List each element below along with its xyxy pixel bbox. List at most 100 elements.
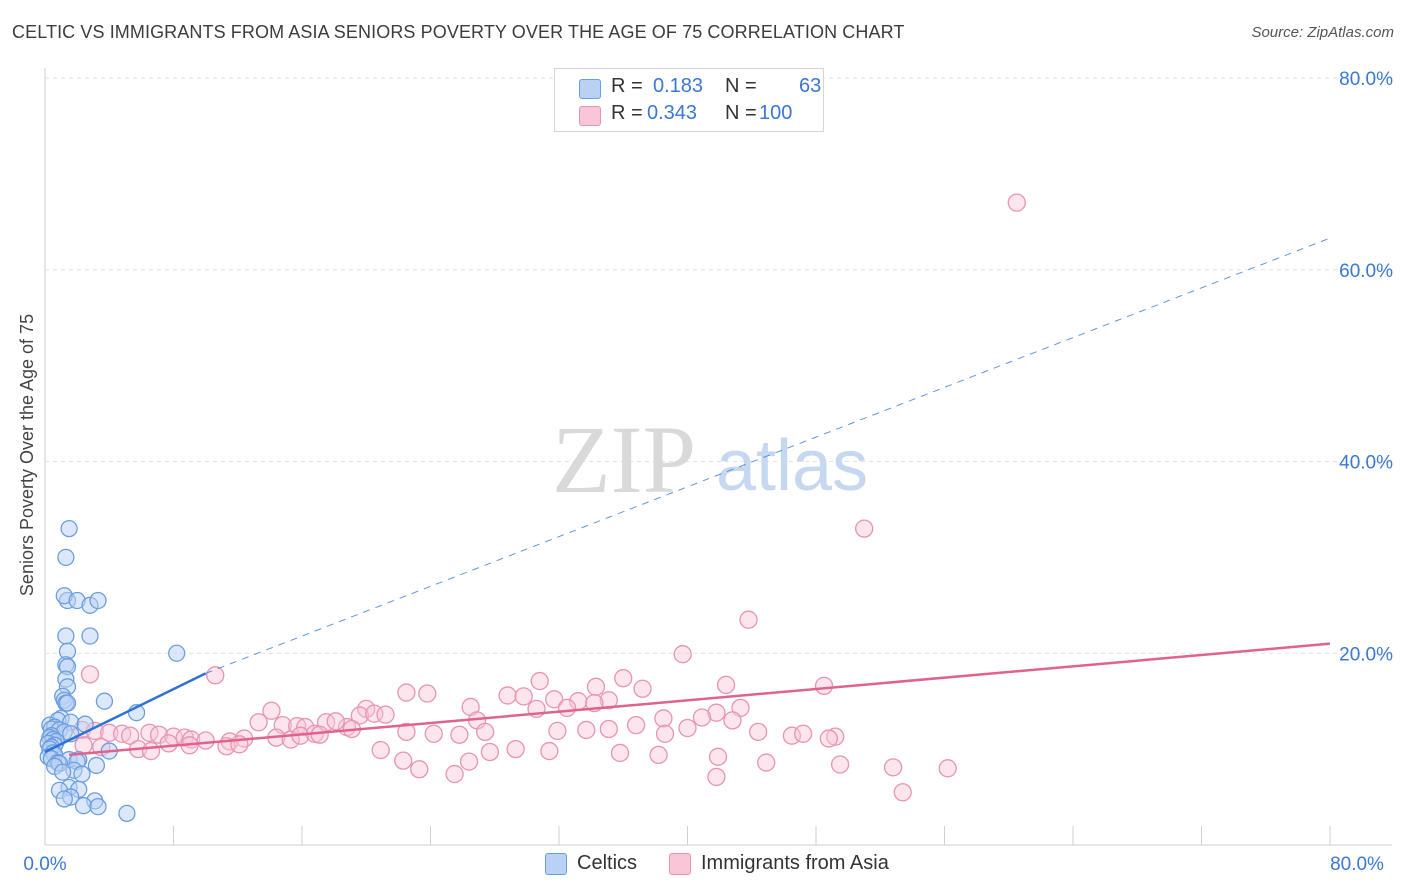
y-tick-label: 60.0% (1339, 261, 1393, 282)
asia-point (397, 683, 416, 702)
legend-r-label: R = (611, 75, 643, 97)
asia-point (530, 671, 549, 691)
celtic-point (118, 804, 136, 823)
asia-swatch-icon (579, 106, 601, 126)
asia-point (707, 703, 726, 722)
asia-point (548, 721, 567, 741)
tick-labels: 20.0% 40.0% 60.0% 80.0% 0.0% 80.0% (23, 69, 1393, 875)
asia-point (371, 740, 390, 760)
celtic-point (89, 798, 107, 816)
celtic-point (74, 797, 93, 815)
asia-point (514, 687, 533, 706)
asia-point (938, 759, 957, 778)
asia-point (410, 760, 429, 779)
asia-point (826, 727, 845, 746)
asia-point (723, 711, 742, 730)
correlation-legend: R = 0.183 N = 63 R = 0.343 N = 100 (554, 68, 824, 132)
asia-point (577, 720, 596, 740)
y-axis-title: Seniors Poverty Over the Age of 75 (17, 314, 37, 596)
legend-r-label: R = (611, 102, 643, 124)
asia-point (626, 716, 646, 735)
asia-point (586, 677, 606, 696)
asia-point (475, 722, 495, 742)
asia-point (262, 701, 281, 720)
y-tick-label: 40.0% (1339, 453, 1393, 474)
asia-trend-line (68, 642, 1331, 757)
asia-point (1007, 193, 1026, 212)
celtic-trend-line (44, 672, 207, 754)
asia-point (692, 708, 712, 727)
celtic-points (39, 519, 186, 823)
celtic-point (73, 765, 91, 783)
asia-point (196, 731, 215, 750)
asia-point (540, 741, 559, 761)
legend-n-value: 100 (759, 102, 793, 124)
asia-point (310, 725, 329, 744)
asia-point (120, 726, 140, 745)
asia-point (424, 724, 443, 743)
celtic-point (168, 644, 186, 662)
asia-point (757, 753, 776, 772)
asia-point (459, 752, 479, 771)
asia-point (814, 676, 834, 695)
asia-point (633, 679, 652, 698)
grid-layer (45, 77, 1392, 654)
asia-point (883, 758, 903, 777)
asia-point (506, 739, 525, 759)
asia-point (599, 719, 618, 739)
asia-point (610, 743, 630, 763)
celtic-point (60, 519, 78, 538)
asia-point (206, 666, 225, 685)
asia-point (376, 705, 395, 724)
asia-point (141, 741, 161, 761)
asia-point (249, 713, 268, 732)
asia-point (673, 645, 692, 664)
asia-point (655, 724, 675, 743)
legend-n-value: 63 (799, 75, 822, 97)
asia-point (614, 669, 633, 688)
asia-point (296, 717, 315, 737)
celtic-point (57, 627, 75, 645)
asia-point (708, 747, 728, 766)
asia-point (716, 675, 736, 695)
chart-title: CELTIC VS IMMIGRANTS FROM ASIA SENIORS P… (12, 22, 905, 42)
asia-point (830, 755, 850, 774)
x-tick-label: 0.0% (23, 854, 66, 875)
celtic-point (81, 627, 99, 645)
celtic-point (95, 692, 114, 710)
trend-layer (44, 237, 1331, 757)
asia-point (855, 519, 874, 538)
axes-layer (44, 68, 1392, 846)
celtic-point (89, 591, 107, 610)
celtic-point (55, 790, 73, 808)
asia-point (100, 723, 119, 742)
celtic-point (54, 763, 72, 781)
celtic-legend-swatch-icon (545, 853, 567, 875)
celtic-point (57, 548, 75, 567)
asia-point (498, 686, 517, 705)
asia-point (450, 725, 469, 744)
y-tick-label: 80.0% (1339, 69, 1393, 90)
asia-point (739, 610, 758, 629)
asia-point (557, 698, 577, 718)
asia-point (649, 745, 668, 765)
asia-point (545, 690, 564, 709)
celtic-swatch-icon (579, 79, 601, 99)
celtic-trend-extension (205, 237, 1331, 674)
asia-point (819, 729, 838, 748)
legend-r-value: 0.183 (653, 75, 704, 97)
celtic-point (87, 756, 106, 775)
asia-legend-swatch-icon (669, 853, 691, 875)
watermark: ZIP atlas (552, 406, 868, 513)
celtic-legend-label: Celtics (577, 852, 638, 874)
legend-r-value: 0.343 (647, 102, 698, 124)
asia-point (794, 724, 813, 743)
asia-point (599, 691, 618, 710)
asia-points (72, 193, 1026, 802)
x-tick-label: 80.0% (1330, 854, 1384, 875)
watermark-atlas: atlas (716, 426, 868, 506)
watermark-zip: ZIP (552, 406, 696, 513)
asia-point (678, 718, 697, 738)
y-tick-label: 20.0% (1339, 644, 1393, 665)
